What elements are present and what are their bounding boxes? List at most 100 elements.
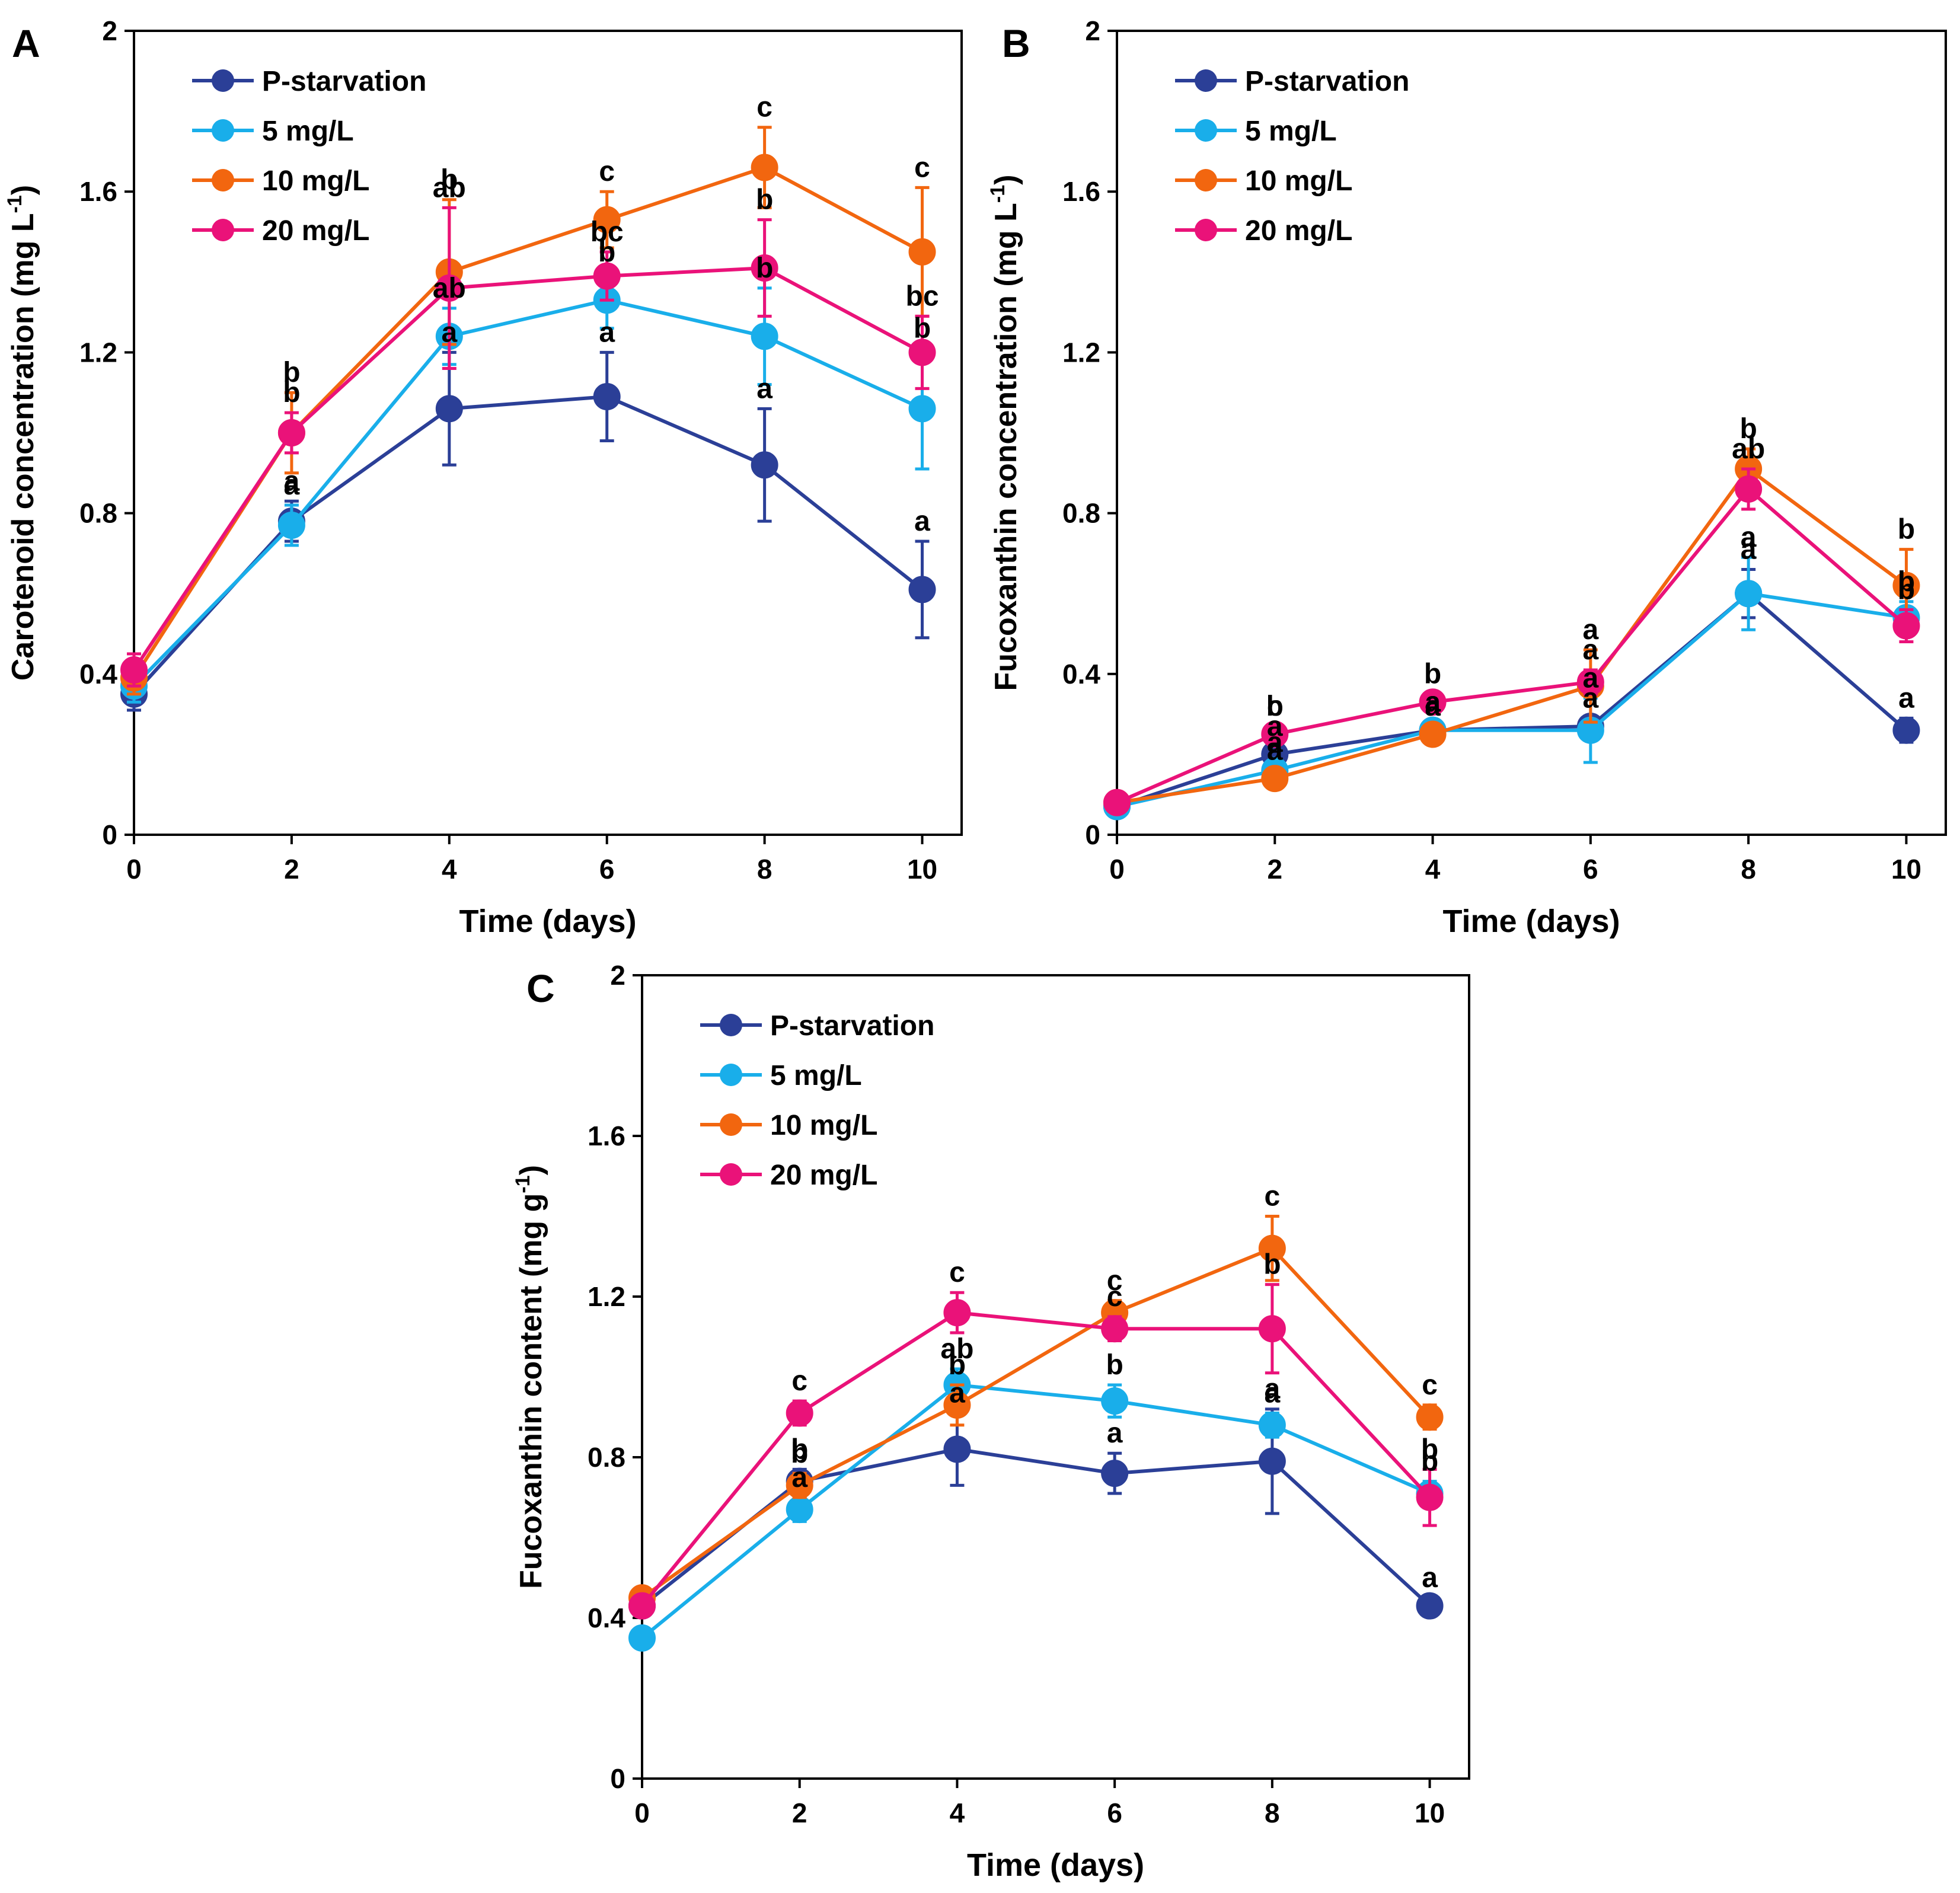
significance-letter: bc (590, 216, 624, 248)
significance-letter: b (1898, 574, 1915, 605)
data-point (1416, 1592, 1444, 1620)
data-point (120, 656, 148, 684)
y-tick-label: 0.8 (1062, 498, 1100, 529)
significance-letter: c (1107, 1265, 1123, 1297)
data-point (435, 274, 463, 302)
legend-marker (212, 169, 234, 191)
y-tick-label: 0.8 (79, 498, 117, 529)
significance-letter: b (1421, 1434, 1438, 1465)
significance-letter: c (756, 92, 772, 123)
significance-letter: a (1583, 662, 1599, 694)
significance-letters: aa aaa (1267, 534, 1914, 742)
data-point (1258, 1411, 1286, 1439)
legend-marker (212, 69, 234, 92)
significance-letter: a (914, 506, 930, 537)
data-point (593, 206, 621, 234)
significance-letter: ab (940, 1333, 973, 1365)
x-tick-label: 8 (1741, 854, 1756, 885)
data-point (593, 262, 621, 290)
x-tick-label: 0 (126, 854, 142, 885)
data-point (1416, 1403, 1444, 1431)
y-axis-label: Carotenoid concentration (mg L-1) (4, 185, 40, 681)
significance-letter: b (914, 313, 931, 344)
significance-letter: a (1422, 1562, 1438, 1594)
x-tick-label: 2 (284, 854, 299, 885)
data-point (943, 1299, 971, 1327)
significance-letter: b (1898, 566, 1915, 598)
significance-letter: ab (433, 273, 466, 304)
significance-letter: a (1583, 682, 1599, 714)
significance-letter: a (284, 470, 300, 501)
significance-letter: b (283, 377, 300, 408)
significance-letter: b (791, 1434, 808, 1465)
data-point (751, 254, 778, 282)
significance-letter: ab (433, 172, 466, 203)
significance-letter: b (440, 164, 458, 196)
data-point (1419, 688, 1447, 716)
panel-c: C 0 0.4 0.8 1.2 1.6 2 0 2 4 6 8 10 Time (days) Fucoxan… (512, 960, 1470, 1883)
significance-letter: a (284, 465, 300, 497)
significance-letters: aa aaa (284, 317, 931, 537)
panel-label: B (1002, 21, 1030, 65)
y-axis-label: Fucoxanthin concentration (mg L-1) (987, 175, 1023, 691)
legend-marker (720, 1014, 742, 1036)
significance-letter: b (1106, 1349, 1123, 1381)
significance-letter: a (1267, 735, 1283, 767)
significance-letter: a (1267, 727, 1283, 758)
data-point (943, 1391, 971, 1419)
x-tick-label: 6 (1583, 854, 1598, 885)
plot-frame (641, 974, 1470, 1780)
y-tick-label: 1.6 (588, 1121, 625, 1151)
significance-letter: a (1583, 634, 1599, 666)
significance-letter: b (756, 253, 773, 284)
significance-letters: bb a ab b (1266, 433, 1915, 722)
legend-marker (1195, 69, 1217, 92)
significance-letter: a (1583, 614, 1599, 646)
significance-letters: a ab b b b (284, 237, 931, 501)
significance-letter: bc (906, 280, 939, 312)
significance-letter: c (1107, 1281, 1123, 1313)
legend-marker (720, 1113, 742, 1136)
data-point (1101, 1460, 1129, 1487)
data-point (435, 395, 463, 423)
significance-letter: b (1739, 413, 1757, 445)
legend-marker (1195, 119, 1217, 142)
y-tick-label: 0 (102, 819, 117, 850)
x-tick-label: 6 (1107, 1798, 1122, 1828)
significance-letter: b (1898, 514, 1915, 545)
x-axis-label: Time (days) (459, 904, 636, 939)
significance-letter: b (791, 1438, 808, 1469)
data-point (628, 1624, 656, 1652)
data-point (786, 1496, 813, 1524)
data-point (1258, 1315, 1286, 1343)
x-tick-label: 8 (1265, 1798, 1280, 1828)
significance-letter: a (599, 317, 615, 348)
y-axis-label: Fucoxanthin content (mg g-1) (512, 1165, 548, 1589)
legend-label: P-starvation (770, 1010, 934, 1042)
legend-label: 5 mg/L (1245, 116, 1337, 147)
data-point (1258, 1234, 1286, 1262)
y-tick-label: 0.4 (1062, 659, 1100, 689)
data-point (1101, 1387, 1129, 1415)
significance-letter: b (1421, 1446, 1438, 1477)
plot-frame (1116, 30, 1947, 836)
data-point (1419, 720, 1447, 748)
x-tick-label: 2 (792, 1798, 807, 1828)
data-point (751, 451, 778, 479)
data-point (1416, 1483, 1444, 1511)
data-point (1735, 475, 1763, 503)
series-line (640, 1311, 1431, 1607)
y-tick-label: 0.4 (79, 659, 117, 689)
x-tick-label: 6 (599, 854, 615, 885)
legend-label: P-starvation (262, 66, 426, 97)
legend-marker (720, 1064, 742, 1086)
series-20-mg-l (628, 1283, 1444, 1620)
data-point (908, 576, 936, 604)
significance-letter: a (1741, 522, 1757, 553)
series-line (641, 1246, 1431, 1600)
significance-letter: c (914, 152, 930, 183)
significance-letter: ab (1732, 433, 1765, 465)
